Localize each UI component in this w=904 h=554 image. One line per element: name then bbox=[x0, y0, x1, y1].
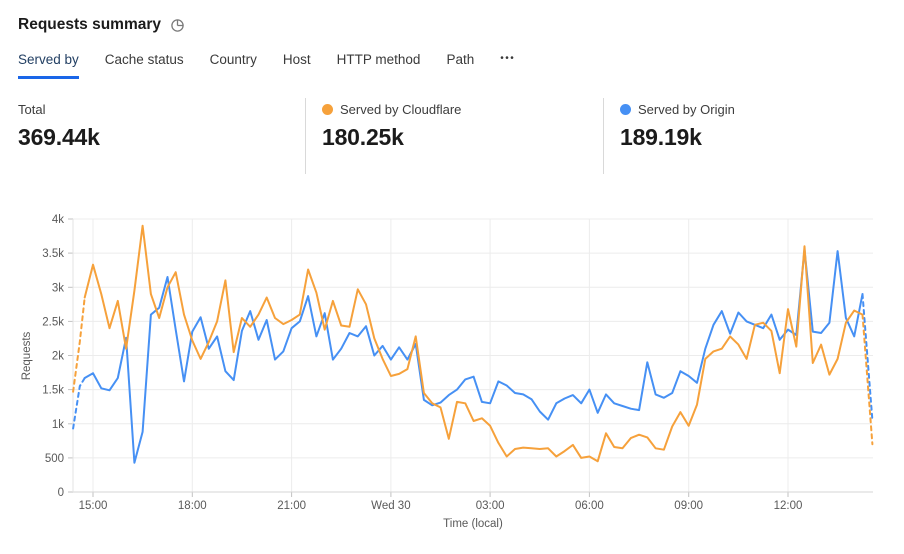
tab-http-method[interactable]: HTTP method bbox=[336, 52, 421, 67]
stat-cloudflare-value: 180.25k bbox=[322, 124, 404, 150]
y-tick-label: 1k bbox=[52, 419, 64, 431]
tab-served-by[interactable]: Served by bbox=[18, 52, 79, 79]
panel-header: Requests summary bbox=[18, 16, 185, 34]
x-axis-title: Time (local) bbox=[443, 518, 503, 530]
tab-country[interactable]: Country bbox=[209, 52, 257, 67]
y-tick-label: 1.5k bbox=[42, 385, 64, 397]
tab-host[interactable]: Host bbox=[282, 52, 311, 67]
series-cloudflare-head-dashed bbox=[72, 296, 86, 393]
stat-served-by-cloudflare: Served by Cloudflare 180.25k bbox=[305, 98, 603, 174]
y-tick-label: 3.5k bbox=[42, 248, 64, 260]
x-tick-label: 06:00 bbox=[575, 500, 604, 512]
dimension-tabs: Served by Cache status Country Host HTTP met… bbox=[18, 52, 515, 79]
y-tick-label: 3k bbox=[52, 282, 64, 294]
tab-path[interactable]: Path bbox=[446, 52, 475, 67]
y-tick-label: 2.5k bbox=[42, 316, 64, 328]
y-tick-label: 2k bbox=[52, 351, 64, 363]
x-tick-label: 15:00 bbox=[79, 500, 108, 512]
pie-chart-icon bbox=[170, 18, 185, 33]
y-axis-title: Requests bbox=[21, 331, 33, 380]
stat-cloudflare-label: Served by Cloudflare bbox=[340, 102, 462, 117]
stat-origin-value: 189.19k bbox=[620, 124, 702, 150]
stat-cards: Total 369.44k Served by Cloudflare 180.2… bbox=[0, 98, 904, 174]
stat-total: Total 369.44k bbox=[0, 98, 305, 174]
y-tick-label: 500 bbox=[45, 453, 64, 465]
y-tick-label: 4k bbox=[52, 214, 64, 226]
series-origin-tail-dashed bbox=[861, 293, 874, 422]
x-tick-label: 09:00 bbox=[674, 500, 703, 512]
x-tick-label: 18:00 bbox=[178, 500, 207, 512]
page-title: Requests summary bbox=[18, 16, 162, 33]
cloudflare-series-dot bbox=[322, 104, 333, 115]
stat-total-label: Total bbox=[18, 102, 46, 117]
x-tick-label: 12:00 bbox=[774, 500, 803, 512]
series-origin-line bbox=[83, 248, 864, 464]
tabs-overflow-button[interactable]: ••• bbox=[500, 53, 516, 64]
stat-total-value: 369.44k bbox=[18, 124, 100, 150]
origin-series-dot bbox=[620, 104, 631, 115]
series-cloudflare-tail-dashed bbox=[861, 313, 874, 446]
series-origin-head-dashed bbox=[72, 377, 86, 430]
y-tick-label: 0 bbox=[58, 487, 64, 499]
stat-origin-label: Served by Origin bbox=[638, 102, 735, 117]
tab-cache-status[interactable]: Cache status bbox=[104, 52, 184, 67]
x-tick-label: 21:00 bbox=[277, 500, 306, 512]
series-cloudflare-line bbox=[83, 224, 864, 463]
x-tick-label: Wed 30 bbox=[371, 500, 410, 512]
stat-served-by-origin: Served by Origin 189.19k bbox=[603, 98, 904, 174]
x-tick-label: 03:00 bbox=[476, 500, 505, 512]
